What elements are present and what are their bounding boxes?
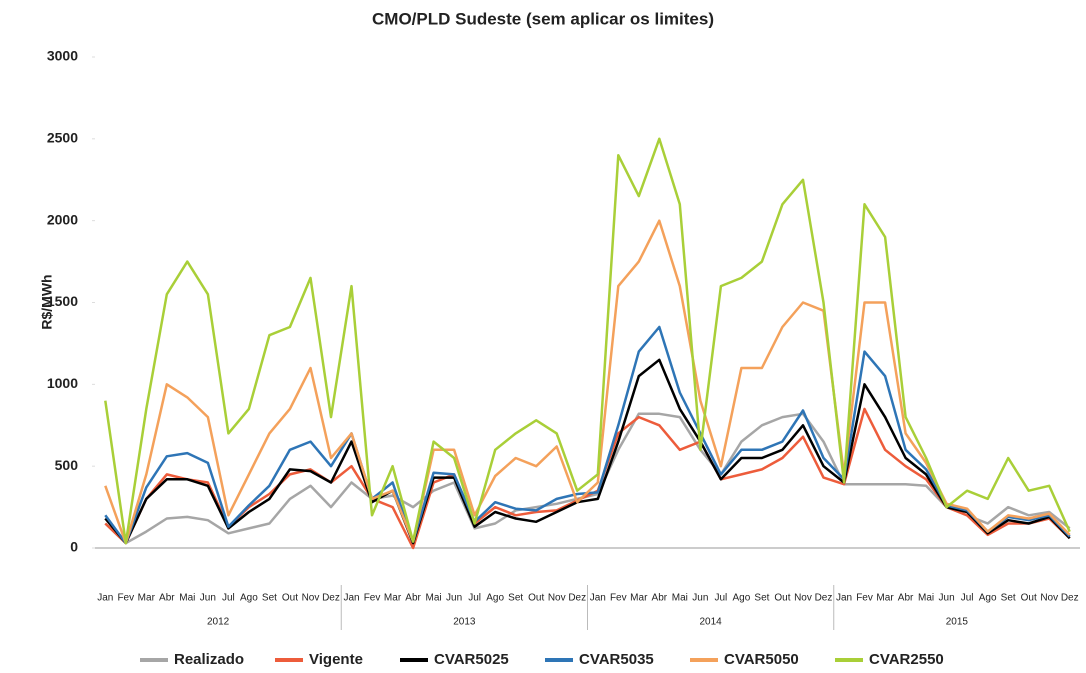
x-tick-label: Mar (384, 593, 402, 604)
y-tick-label: 1000 (47, 375, 78, 391)
x-tick-label: Set (262, 593, 277, 604)
x-tick-label: Dez (568, 593, 586, 604)
x-tick-label: Mar (876, 593, 894, 604)
y-tick-label: 3000 (47, 48, 78, 64)
x-tick-label: Nov (302, 593, 320, 604)
x-tick-label: Jun (692, 593, 708, 604)
x-tick-label: Jul (714, 593, 727, 604)
year-label: 2012 (207, 617, 230, 628)
x-tick-label: Jul (222, 593, 235, 604)
x-tick-label: Abr (405, 593, 421, 604)
series-line (104, 358, 1071, 545)
y-tick-label: 500 (55, 457, 79, 473)
x-tick-label: Fev (856, 593, 873, 604)
y-tick-label: 0 (70, 539, 78, 555)
year-label: 2013 (453, 617, 476, 628)
x-tick-label: Set (754, 593, 769, 604)
legend-label: Vigente (309, 651, 363, 668)
x-tick-label: Fev (610, 593, 627, 604)
x-tick-label: Dez (1061, 593, 1079, 604)
x-tick-label: Jun (200, 593, 216, 604)
year-label: 2015 (946, 617, 969, 628)
x-tick-label: Jan (97, 593, 113, 604)
x-tick-label: Jul (468, 593, 481, 604)
x-tick-label: Fev (364, 593, 381, 604)
x-tick-label: Set (508, 593, 523, 604)
x-tick-label: Out (528, 593, 544, 604)
x-tick-label: Jun (446, 593, 462, 604)
y-tick-label: 2500 (47, 130, 78, 146)
x-tick-label: Mai (672, 593, 688, 604)
x-tick-label: Dez (815, 593, 833, 604)
x-tick-label: Out (774, 593, 790, 604)
y-axis-label: R$/MWh (39, 274, 55, 329)
x-tick-label: Out (282, 593, 298, 604)
y-tick-label: 1500 (47, 293, 78, 309)
x-tick-label: Jan (343, 593, 359, 604)
x-tick-label: Fev (117, 593, 134, 604)
legend-label: CVAR2550 (869, 651, 944, 668)
x-tick-label: Jul (961, 593, 974, 604)
chart-title: CMO/PLD Sudeste (sem aplicar os limites) (372, 9, 714, 28)
x-tick-label: Jun (939, 593, 955, 604)
x-tick-label: Abr (652, 593, 668, 604)
x-tick-label: Ago (733, 593, 751, 604)
x-tick-label: Abr (159, 593, 175, 604)
x-tick-label: Out (1021, 593, 1037, 604)
x-tick-label: Jan (836, 593, 852, 604)
x-tick-label: Ago (979, 593, 997, 604)
x-tick-label: Mai (426, 593, 442, 604)
x-tick-label: Jan (590, 593, 606, 604)
x-tick-label: Nov (794, 593, 812, 604)
x-tick-label: Nov (548, 593, 566, 604)
x-tick-label: Ago (486, 593, 504, 604)
series-line (104, 219, 1071, 545)
x-tick-label: Set (1001, 593, 1016, 604)
y-tick-label: 2000 (47, 211, 78, 227)
x-tick-label: Mai (918, 593, 934, 604)
legend-label: CVAR5025 (434, 651, 509, 668)
x-tick-label: Dez (322, 593, 340, 604)
legend-label: Realizado (174, 651, 244, 668)
legend-label: CVAR5035 (579, 651, 654, 668)
x-tick-label: Mar (630, 593, 648, 604)
x-tick-label: Nov (1040, 593, 1058, 604)
series-line (104, 407, 1071, 550)
year-label: 2014 (700, 617, 723, 628)
x-tick-label: Abr (898, 593, 914, 604)
x-tick-label: Mai (179, 593, 195, 604)
x-tick-label: Mar (138, 593, 156, 604)
x-tick-label: Ago (240, 593, 258, 604)
series-line (104, 137, 1071, 545)
legend-label: CVAR5050 (724, 651, 799, 668)
